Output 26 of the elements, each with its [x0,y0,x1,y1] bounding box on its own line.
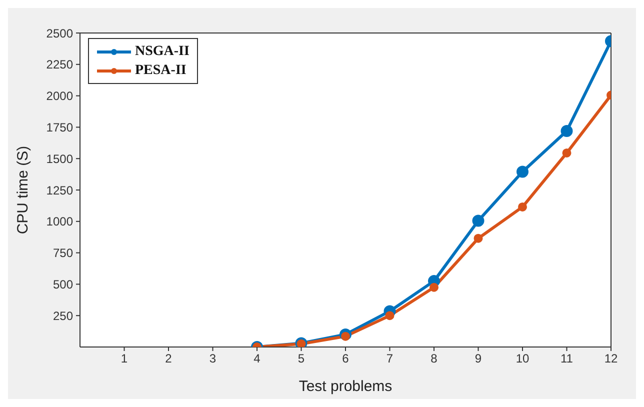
x-axis-title: Test problems [298,378,392,395]
y-tick-label: 2000 [46,89,74,104]
y-tick-label: 750 [52,246,74,260]
x-tick-label: 8 [430,352,438,366]
y-tick-label: 1750 [46,120,74,134]
x-tick-label: 1 [120,352,128,366]
x-tick-label: 3 [209,352,216,366]
legend-label: NSGA-II [135,43,190,61]
x-tick-label: 2 [165,352,172,366]
y-tick-label: 500 [52,277,74,292]
y-tick-label: 1500 [46,152,74,166]
legend-label: PESA-II [135,62,186,80]
x-tick-label: 9 [474,352,482,366]
y-tick-label: 1250 [46,183,74,198]
y-tick-label: 1000 [46,214,74,229]
y-tick-label: 2500 [46,26,74,40]
y-tick-label: 250 [52,308,74,323]
x-tick-label: 10 [516,352,530,366]
y-tick-label: 2250 [46,58,74,72]
x-tick-label: 11 [560,352,574,366]
x-tick-label: 4 [254,352,261,366]
x-tick-label: 6 [342,352,350,366]
x-tick-label: 7 [386,352,394,366]
y-axis-title: CPU time (S) [14,146,32,234]
x-tick-label: 5 [298,352,305,366]
x-tick-label: 12 [604,352,618,366]
